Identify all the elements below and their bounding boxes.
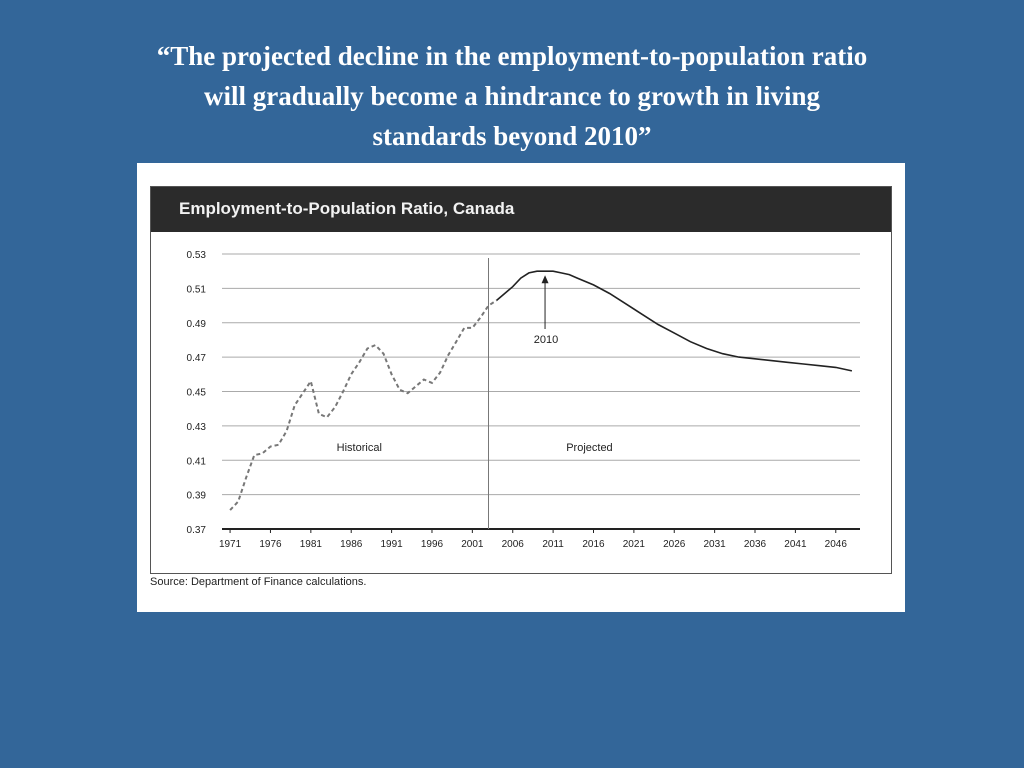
y-tick-label: 0.41	[187, 456, 207, 467]
chart-frame: Employment-to-Population Ratio, Canada	[150, 186, 892, 574]
y-tick-label: 0.49	[187, 319, 207, 330]
x-tick-label: 2041	[784, 539, 807, 550]
x-tick-label: 1976	[259, 539, 282, 550]
chart-title: Employment-to-Population Ratio, Canada	[179, 199, 515, 218]
chart-panel: Employment-to-Population Ratio, Canada 0…	[137, 163, 905, 612]
y-tick-label: 0.53	[187, 250, 207, 261]
x-tick-label: 2001	[461, 539, 484, 550]
y-tick-label: 0.51	[187, 284, 207, 295]
series-line-projected	[496, 270, 853, 372]
region-label-projected: Projected	[566, 442, 612, 454]
chart-source: Source: Department of Finance calculatio…	[150, 576, 367, 588]
region-label-historical: Historical	[337, 442, 382, 454]
x-tick-label: 1986	[340, 539, 363, 550]
x-tick-label: 2026	[663, 539, 686, 550]
chart-header: Employment-to-Population Ratio, Canada	[151, 187, 891, 232]
x-tick-label: 2021	[623, 539, 646, 550]
x-tick-label: 2011	[542, 539, 564, 550]
x-tick-label: 1996	[421, 539, 444, 550]
x-tick-label: 2006	[502, 539, 525, 550]
chart-plot: 0.53 0.51 0.49 0.47 0.45 0.43 0.41 0.39 0.37 1971…	[187, 250, 860, 550]
x-tick-label: 2046	[825, 539, 848, 550]
x-tick-label: 1981	[300, 539, 323, 550]
y-tick-label: 0.47	[187, 353, 207, 364]
slide-title: “The projected decline in the employment…	[40, 36, 984, 156]
y-tick-label: 0.37	[187, 525, 207, 536]
x-tick-label: 1971	[219, 539, 242, 550]
y-tick-label: 0.45	[187, 388, 207, 399]
slide-title-line-1: “The projected decline in the employment…	[156, 41, 868, 71]
slide-title-line-2: will gradually become a hindrance to gro…	[203, 81, 821, 111]
x-tick-label: 2016	[582, 539, 605, 550]
annotation-label: 2010	[534, 334, 558, 346]
slide-title-line-3: standards beyond 2010”	[372, 121, 652, 151]
x-tick-label: 1991	[380, 539, 403, 550]
x-tick-label: 2031	[704, 539, 727, 550]
annotation-arrow-head	[541, 275, 549, 284]
x-tick-label: 2036	[744, 539, 767, 550]
y-tick-label: 0.39	[187, 491, 207, 502]
series-line-historical	[229, 299, 498, 511]
y-tick-label: 0.43	[187, 422, 207, 433]
